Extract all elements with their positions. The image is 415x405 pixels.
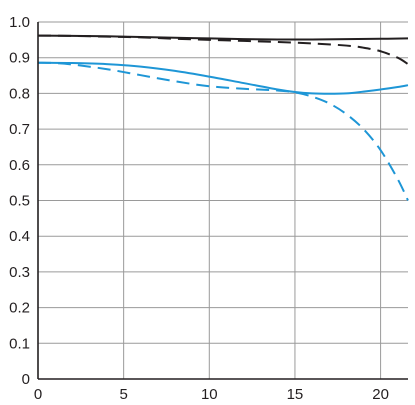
y-tick-label: 1.0 [9,14,30,31]
y-tick-label: 0.1 [9,335,30,352]
y-tick-label: 0 [22,371,30,388]
series-line-3-solid [37,61,409,95]
x-tick-label: 20 [372,386,389,403]
x-tick-label: 0 [34,386,42,403]
tick-labels: 0 0.1 0.2 0.3 0.4 0.5 0.6 0.7 0.8 0.9 1.0 0 5 10 15 20 [9,14,389,403]
y-tick-label: 0.8 [9,85,30,102]
series-lines [37,34,409,201]
y-tick-label: 0.2 [9,300,30,317]
x-tick-label: 5 [119,386,127,403]
axes [37,22,408,380]
grid [38,21,408,379]
x-tick-label: 10 [201,386,218,403]
y-tick-label: 0.3 [9,264,30,281]
y-tick-label: 0.5 [9,193,30,210]
x-tick-label: 15 [287,386,304,403]
y-tick-label: 0.9 [9,50,30,67]
y-tick-label: 0.6 [9,157,30,174]
series-line-1-solid [37,34,409,41]
series-line-4-dashed [37,61,409,201]
series-line-2-dashed [37,34,409,65]
y-tick-label: 0.7 [9,121,30,138]
y-tick-label: 0.4 [9,228,30,245]
